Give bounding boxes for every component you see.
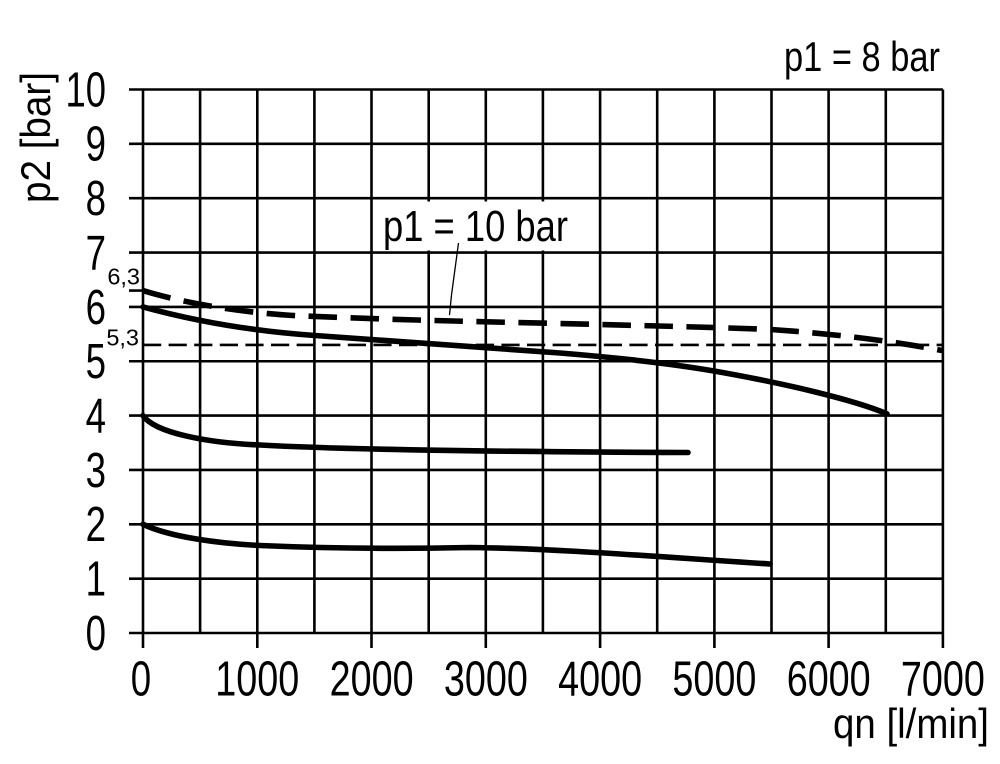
- svg-text:3: 3: [86, 444, 106, 498]
- svg-text:5000: 5000: [672, 653, 756, 707]
- svg-text:p1 = 8 bar: p1 = 8 bar: [784, 33, 940, 80]
- svg-text:6: 6: [86, 281, 106, 335]
- svg-text:5: 5: [86, 335, 106, 389]
- svg-text:5,3: 5,3: [106, 325, 139, 351]
- svg-text:p2 [bar]: p2 [bar]: [12, 72, 59, 203]
- svg-text:8: 8: [86, 172, 106, 226]
- svg-text:0: 0: [86, 607, 106, 661]
- svg-text:6,3: 6,3: [107, 264, 140, 290]
- svg-text:10: 10: [66, 63, 107, 117]
- svg-text:p1 = 10 bar: p1 = 10 bar: [383, 202, 568, 251]
- svg-text:4: 4: [86, 389, 106, 443]
- svg-text:7: 7: [86, 226, 106, 280]
- svg-text:6000: 6000: [787, 653, 871, 707]
- svg-text:2000: 2000: [330, 653, 414, 707]
- svg-text:1000: 1000: [215, 653, 299, 707]
- svg-text:7000: 7000: [901, 653, 985, 707]
- svg-text:4000: 4000: [558, 653, 642, 707]
- svg-text:2: 2: [86, 498, 106, 552]
- svg-text:9: 9: [86, 118, 106, 172]
- svg-text:qn [l/min]: qn [l/min]: [833, 700, 989, 747]
- svg-text:0: 0: [131, 653, 151, 707]
- svg-text:1: 1: [86, 553, 106, 607]
- svg-text:3000: 3000: [444, 653, 528, 707]
